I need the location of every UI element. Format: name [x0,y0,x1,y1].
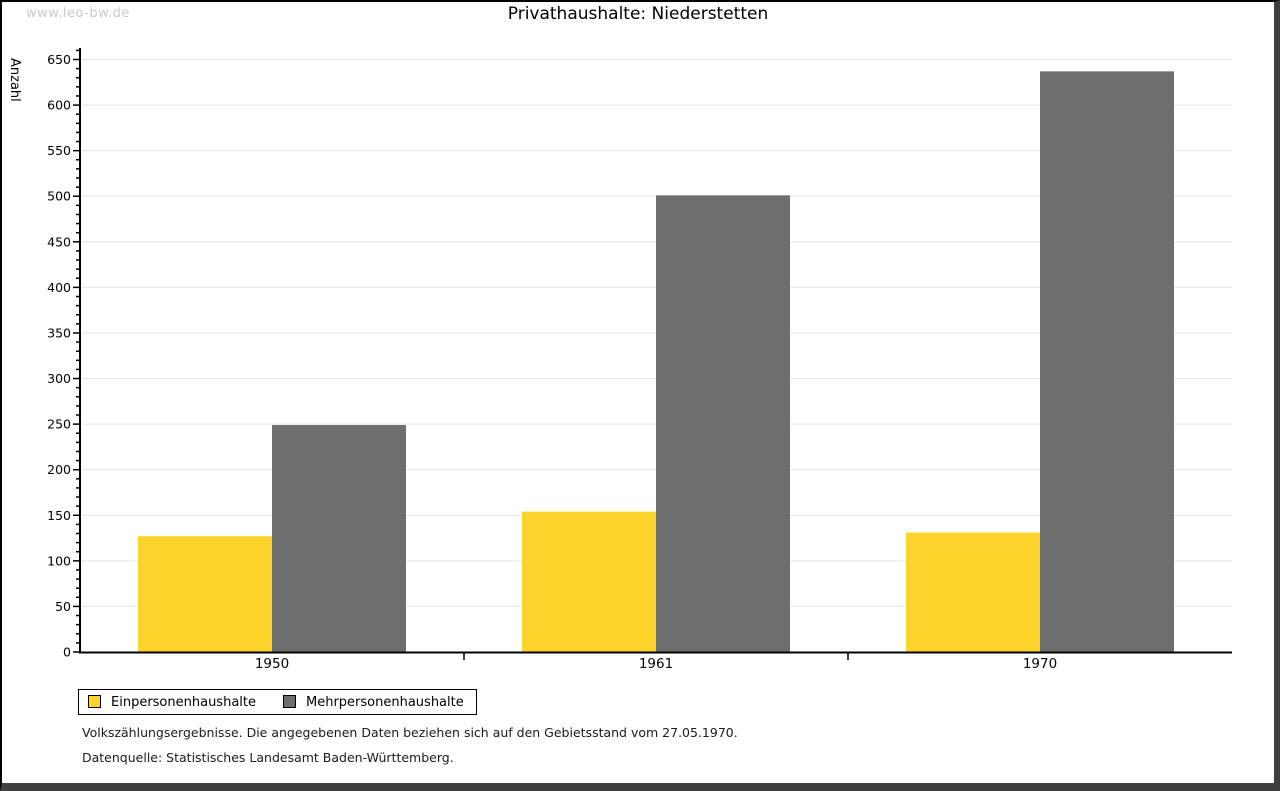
watermark: www.leo-bw.de [26,6,130,21]
y-tick-label: 350 [47,325,71,340]
y-tick-label: 0 [63,645,71,660]
y-tick-label: 550 [47,143,71,158]
bar-einpersonenhaushalte-1950 [138,536,272,652]
legend-swatch-mehrpersonenhaushalte [283,695,296,708]
legend-label-mehrpersonenhaushalte: Mehrpersonenhaushalte [306,695,464,710]
y-tick-label: 300 [47,371,71,386]
y-tick-label: 250 [47,417,71,432]
legend-label-einpersonenhaushalte: Einpersonenhaushalte [111,695,256,710]
footnote-census: Volkszählungsergebnisse. Die angegebenen… [82,725,738,740]
x-tick-label: 1961 [639,656,673,672]
bar-einpersonenhaushalte-1970 [906,532,1040,652]
bar-mehrpersonenhaushalte-1970 [1040,71,1174,653]
y-axis-title: Anzahl [7,58,22,102]
legend-swatch-einpersonenhaushalte [88,695,101,708]
x-tick-label: 1970 [1023,656,1057,672]
bar-einpersonenhaushalte-1961 [522,511,656,652]
y-tick-label: 50 [55,599,71,614]
y-tick-label: 150 [47,508,71,523]
y-tick-label: 100 [47,553,71,568]
footnote-datasource: Datenquelle: Statistisches Landesamt Bad… [82,750,454,765]
bar-mehrpersonenhaushalte-1961 [656,195,790,653]
chart-title: Privathaushalte: Niederstetten [507,4,769,24]
x-tick-label: 1950 [255,656,289,672]
y-tick-label: 500 [47,189,71,204]
bar-mehrpersonenhaushalte-1950 [272,425,406,652]
y-tick-label: 200 [47,462,71,477]
y-tick-label: 650 [47,52,71,67]
y-tick-label: 600 [47,98,71,113]
legend: Einpersonenhaushalte Mehrpersonenhaushal… [78,689,477,715]
y-tick-label: 400 [47,280,71,295]
y-tick-label: 450 [47,234,71,249]
